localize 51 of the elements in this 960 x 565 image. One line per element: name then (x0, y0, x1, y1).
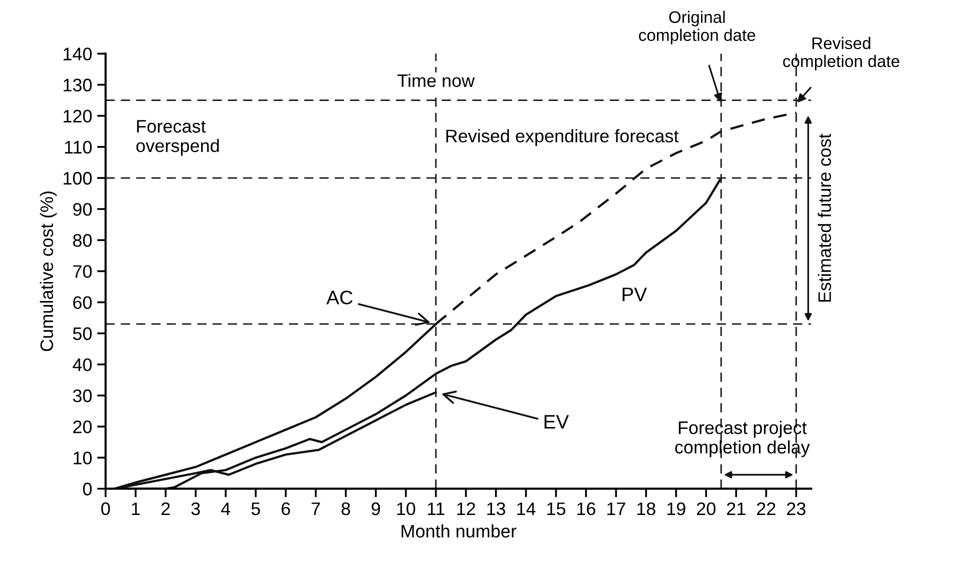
x-tick-label: 11 (428, 502, 444, 516)
text: EV (544, 415, 569, 428)
x-tick-label: 1 (132, 502, 140, 516)
x-tick-label: 10 (397, 502, 416, 516)
y-tick-label: 10 (74, 452, 92, 464)
x-tick-label: 17 (607, 502, 626, 516)
y-tick-label: 90 (73, 202, 92, 216)
text: Estimated future cost (818, 134, 832, 302)
ref-line-label: Original completion date (638, 10, 756, 44)
annotation: Forecast project completion delay (675, 420, 810, 458)
x-tick-label: 5 (251, 502, 260, 516)
x-tick-label: 14 (517, 502, 536, 516)
y-tick-label: 130 (64, 78, 92, 92)
x-tick-label: 20 (696, 502, 716, 516)
x-tick-label: 22 (757, 502, 776, 516)
x-tick-label: 15 (547, 502, 566, 516)
y-tick-label: 60 (73, 296, 92, 309)
y-tick-label: 110 (64, 140, 92, 154)
x-tick-label: 13 (487, 502, 506, 516)
y-tick-label: 100 (64, 172, 92, 185)
x-axis-title: Month number (402, 524, 516, 538)
x-tick-label: 6 (282, 502, 290, 516)
x-tick-label: 4 (221, 502, 230, 516)
x-tick-label: 3 (191, 502, 200, 516)
x-tick-label: 7 (312, 502, 320, 516)
y-tick-label: 20 (73, 420, 92, 434)
y-tick-label: 30 (73, 389, 92, 402)
ref-line-label: Revised completion date (783, 36, 900, 70)
x-tick-label: 8 (342, 502, 350, 516)
y-tick-label: 0 (83, 482, 92, 496)
y-tick-label: 40 (72, 358, 92, 372)
x-tick-label: 19 (667, 502, 686, 516)
y-tick-label: 80 (73, 234, 92, 247)
x-tick-label: 0 (101, 502, 110, 516)
annotation: Forecast overspend (136, 120, 219, 156)
x-tick-label: 23 (787, 502, 806, 516)
y-tick-label: 70 (73, 265, 92, 278)
text: AC (326, 290, 353, 304)
ref-line-label: Time now (397, 74, 475, 88)
y-tick-label: 120 (64, 110, 92, 123)
x-tick-label: 2 (162, 502, 170, 516)
y-tick-label: 140 (64, 48, 92, 60)
series-label: PV (622, 288, 647, 302)
y-axis-title: Cumulative cost (%) (40, 192, 57, 352)
x-tick-label: 9 (372, 502, 380, 516)
x-tick-label: 12 (457, 502, 476, 516)
x-tick-label: 16 (577, 502, 596, 516)
series-label: Revised expenditure forecast (446, 129, 679, 146)
y-tick-label: 50 (73, 327, 92, 340)
x-tick-label: 21 (727, 502, 746, 516)
x-tick-label: 18 (637, 502, 656, 516)
